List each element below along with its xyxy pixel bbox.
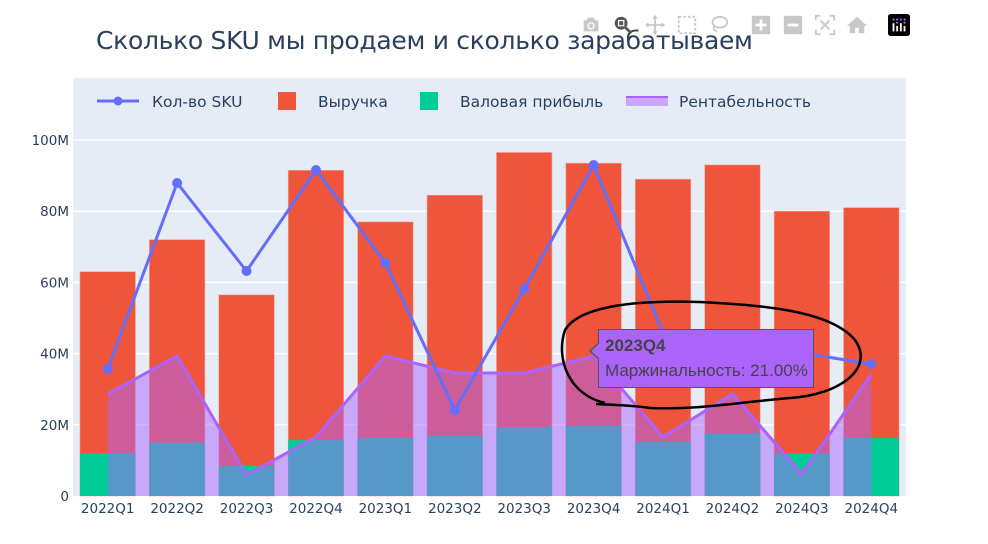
pan-icon[interactable] [642,12,668,38]
y-tick-label: 80M [40,204,69,220]
sku-marker[interactable] [241,266,252,276]
camera-icon[interactable] [578,12,604,38]
legend-label: Валовая прибыль [460,93,603,111]
plotly-logo-icon[interactable] [886,12,912,38]
sku-marker[interactable] [172,178,183,188]
zoom-in-icon[interactable] [748,12,774,38]
legend-label: Кол-во SKU [152,93,242,111]
margin-area[interactable] [107,356,872,496]
legend-label: Рентабельность [679,93,811,111]
sku-marker[interactable] [380,258,391,268]
x-tick-label: 2024Q4 [845,501,899,517]
x-tick-label: 2024Q1 [636,501,690,517]
x-tick-label: 2022Q4 [289,501,343,517]
legend-item[interactable]: Валовая прибыль [420,92,603,111]
margin-line [106,353,873,478]
legend-item[interactable]: Кол-во SKU [97,93,242,111]
sku-marker[interactable] [588,160,599,170]
x-tick-label: 2023Q3 [497,501,551,517]
sku-marker[interactable] [449,405,460,415]
plotly-modebar [578,10,918,40]
x-tick-label: 2022Q1 [81,501,135,517]
x-tick-label: 2023Q4 [567,501,621,517]
zoom-out-icon[interactable] [780,12,806,38]
sku-marker[interactable] [866,359,877,369]
x-tick-label: 2022Q3 [220,501,274,517]
y-tick-label: 20M [40,418,69,434]
tooltip-title: 2023Q4 [605,336,666,355]
sku-marker[interactable] [310,165,321,175]
legend: Кол-во SKU Выручка Валовая прибыль Рентабел… [97,92,811,111]
y-tick-label: 40M [40,347,69,363]
legend-label: Выручка [318,93,388,111]
tooltip-text: Маржинальность: 21.00% [605,361,808,380]
legend-item[interactable]: Выручка [278,92,388,111]
annotation-scribble [560,300,862,410]
x-tick-label: 2024Q3 [775,501,829,517]
legend-item[interactable]: Рентабельность [626,93,811,111]
box-select-icon[interactable] [674,12,700,38]
reset-axes-icon[interactable] [844,12,870,38]
y-tick-label: 100M [32,133,69,149]
sku-marker[interactable] [519,284,530,294]
x-tick-label: 2023Q2 [428,501,482,517]
autoscale-icon[interactable] [812,12,838,38]
y-tick-label: 60M [40,275,69,291]
chart-title: Сколько SKU мы продаем и сколько зарабат… [96,26,753,55]
sku-marker[interactable] [102,364,113,374]
lasso-select-icon[interactable] [706,12,732,38]
hover-tooltip: 2023Q4 Маржинальность: 21.00% [589,329,814,388]
x-tick-label: 2024Q2 [706,501,760,517]
zoom-icon[interactable] [610,12,636,38]
x-tick-label: 2022Q2 [150,501,204,517]
y-tick-label: 0 [60,489,69,505]
x-tick-label: 2023Q1 [359,501,413,517]
